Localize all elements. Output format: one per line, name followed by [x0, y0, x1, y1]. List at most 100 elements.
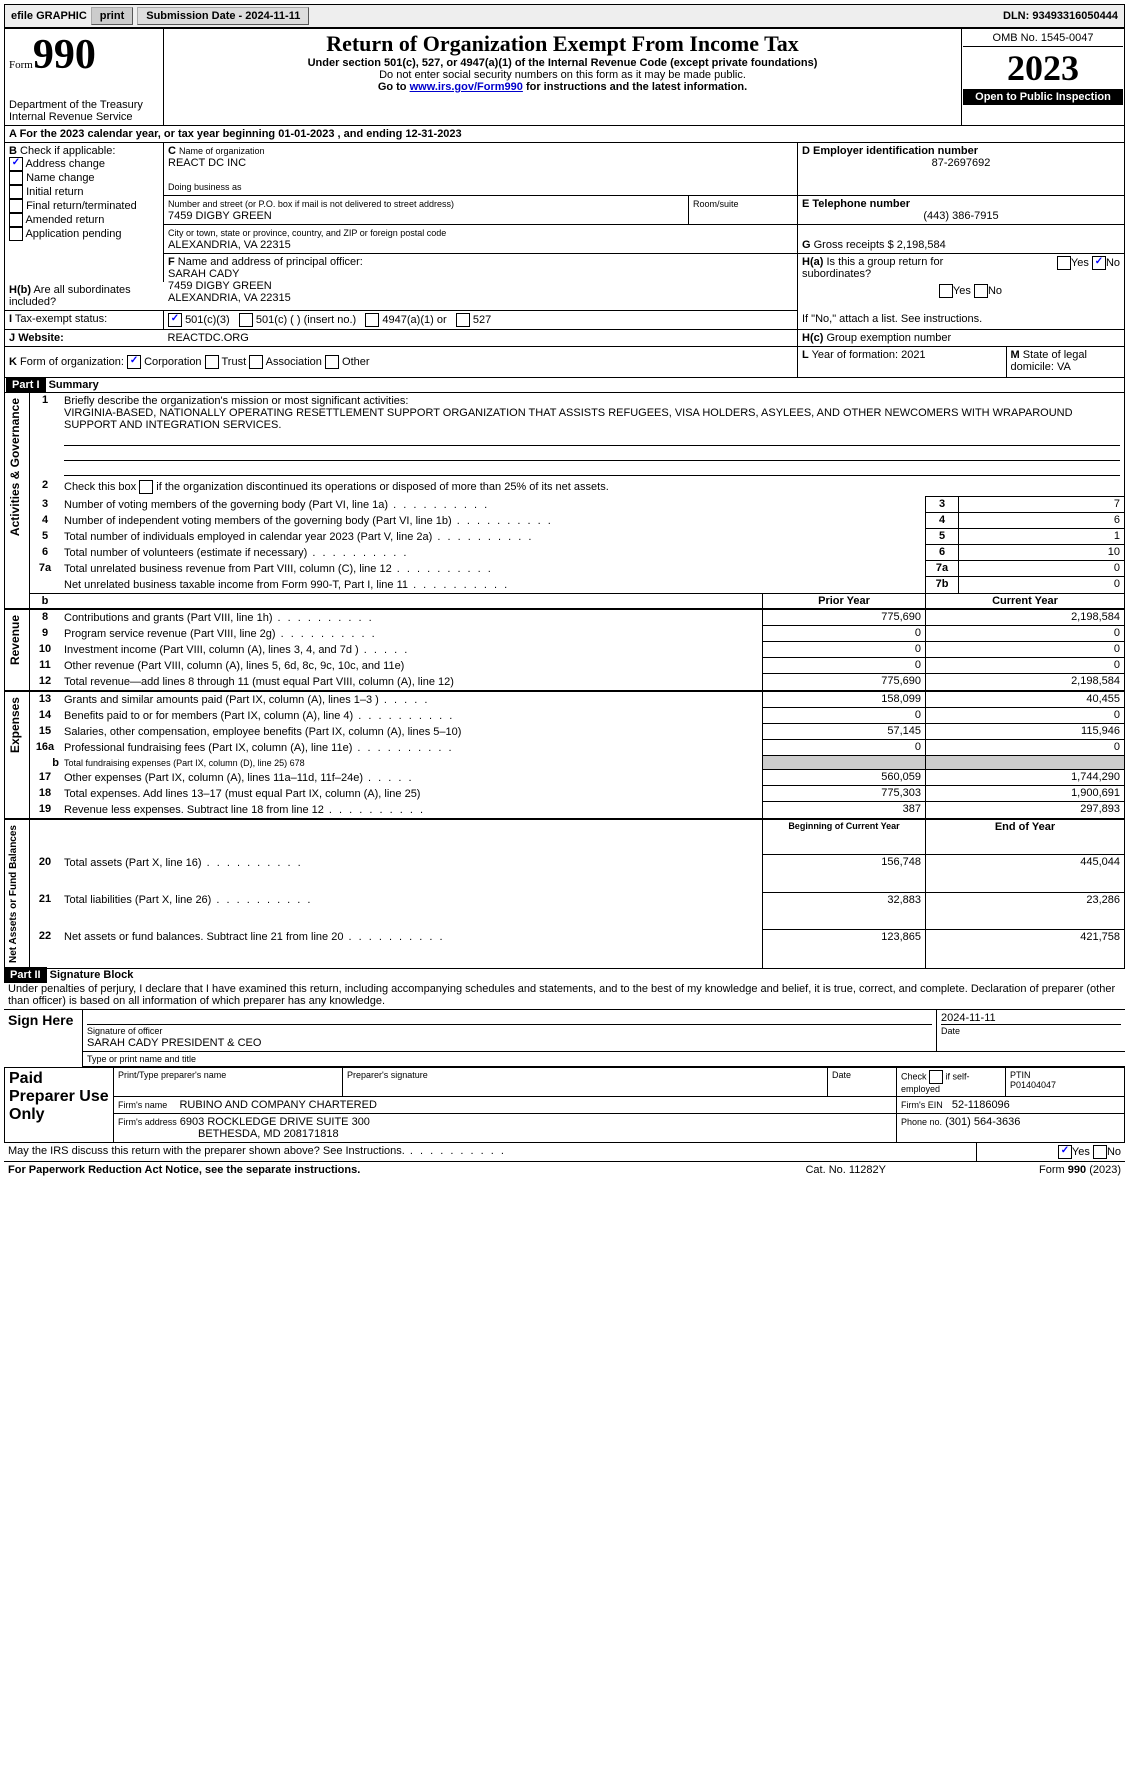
firm-name-label: Firm's name: [118, 1100, 167, 1110]
c-room-label: Room/suite: [693, 199, 739, 209]
chk-hb-yes[interactable]: [939, 284, 953, 298]
chk-ha-yes[interactable]: [1057, 256, 1071, 270]
firm-addr1: 6903 ROCKLEDGE DRIVE SUITE 300: [180, 1116, 370, 1128]
subtitle1: Under section 501(c), 527, or 4947(a)(1)…: [168, 57, 957, 69]
footer: For Paperwork Reduction Act Notice, see …: [4, 1162, 1125, 1178]
f-addr1: 7459 DIGBY GREEN: [168, 280, 272, 292]
sig-date-label: Date: [941, 1026, 960, 1036]
netassets-label: Net Assets or Fund Balances: [6, 821, 21, 967]
ha-no: No: [1106, 257, 1120, 269]
chk-name-change[interactable]: [9, 171, 23, 185]
chk-amended-return-label: Amended return: [25, 214, 104, 226]
hb-label: H(b): [9, 284, 31, 296]
chk-amended-return[interactable]: [9, 213, 23, 227]
chk-ha-no[interactable]: [1092, 256, 1106, 270]
firm-addr-label: Firm's address: [118, 1117, 177, 1127]
chk-initial-return-label: Initial return: [26, 186, 83, 198]
self-emp-label: Check: [901, 1071, 927, 1081]
a-mid: , and ending: [338, 128, 406, 140]
may-irs-row: May the IRS discuss this return with the…: [4, 1143, 1125, 1162]
m-label: M: [1011, 349, 1020, 361]
irs-link[interactable]: www.irs.gov/Form990: [410, 81, 523, 93]
ptin-val: P01404047: [1010, 1080, 1056, 1090]
hc-label: H(c): [802, 332, 823, 344]
chk-may-irs-yes[interactable]: [1058, 1145, 1072, 1159]
chk-hb-no[interactable]: [974, 284, 988, 298]
prep-sig-label: Preparer's signature: [343, 1067, 828, 1096]
k-trust: Trust: [221, 356, 246, 368]
line-b-label: b: [30, 756, 61, 770]
chk-application-pending[interactable]: [9, 227, 23, 241]
part2-header: Part II Signature Block: [4, 969, 1125, 981]
shade-curr: [926, 756, 1125, 770]
j-value: REACTDC.ORG: [168, 332, 249, 344]
chk-address-change[interactable]: [9, 157, 23, 171]
part1-table: Part I Summary Activities & Governance 1…: [4, 378, 1125, 969]
ha-text: Is this a group return for subordinates?: [802, 256, 943, 280]
chk-initial-return[interactable]: [9, 185, 23, 199]
i-501c: 501(c) ( ) (insert no.): [256, 314, 356, 326]
f-addr2: ALEXANDRIA, VA 22315: [168, 292, 291, 304]
i-text: Tax-exempt status:: [15, 313, 107, 325]
chk-other[interactable]: [325, 355, 339, 369]
c-city-label: City or town, state or province, country…: [168, 228, 446, 238]
type-label: Type or print name and title: [83, 1051, 1126, 1066]
chk-assoc[interactable]: [249, 355, 263, 369]
c-addr: 7459 DIGBY GREEN: [168, 210, 272, 222]
chk-line2[interactable]: [139, 480, 153, 494]
govern-row: Net unrelated business taxable income fr…: [5, 577, 1125, 594]
chk-final-return[interactable]: [9, 199, 23, 213]
begin-year-hdr: Beginning of Current Year: [763, 819, 926, 855]
ha-yes: Yes: [1071, 257, 1089, 269]
chk-trust[interactable]: [205, 355, 219, 369]
chk-501c3[interactable]: [168, 313, 182, 327]
k-text: Form of organization:: [20, 356, 124, 368]
firm-ein-label: Firm's EIN: [901, 1100, 943, 1110]
l-label: L: [802, 349, 809, 361]
hc-text: Group exemption number: [826, 332, 951, 344]
footer-right-form: 990: [1068, 1164, 1086, 1176]
chk-527[interactable]: [456, 313, 470, 327]
ha-label: H(a): [802, 256, 823, 268]
c-city: ALEXANDRIA, VA 22315: [168, 239, 291, 251]
footer-right-suffix: (2023): [1086, 1164, 1121, 1176]
uline3: [64, 461, 1120, 476]
chk-self-employed[interactable]: [929, 1070, 943, 1084]
prior-year-hdr: Prior Year: [763, 593, 926, 609]
k-assoc: Association: [266, 356, 322, 368]
part1-subtitle: Summary: [49, 379, 99, 391]
chk-application-pending-label: Application pending: [25, 228, 121, 240]
expenses-label: Expenses: [6, 693, 24, 757]
e-label: E Telephone number: [802, 198, 910, 210]
d-ein: 87-2697692: [802, 157, 1120, 169]
print-button[interactable]: print: [91, 7, 133, 25]
k-label: K: [9, 356, 17, 368]
c-addr-label: Number and street (or P.O. box if mail i…: [168, 199, 454, 209]
firm-phone: (301) 564-3636: [945, 1116, 1020, 1128]
l-value: 2021: [901, 349, 925, 361]
govern-row: 4Number of independent voting members of…: [5, 513, 1125, 529]
hb-yes: Yes: [953, 285, 971, 297]
part2-subtitle: Signature Block: [50, 969, 134, 981]
sig-date-val: 2024-11-11: [941, 1012, 1121, 1024]
firm-ein: 52-1186096: [952, 1099, 1010, 1111]
dln-label: DLN: 93493316050444: [999, 10, 1122, 22]
j-text: Website:: [18, 332, 64, 344]
line1-num: 1: [30, 393, 61, 479]
chk-may-irs-no[interactable]: [1093, 1145, 1107, 1159]
sign-here-label: Sign Here: [4, 1010, 83, 1067]
open-public: Open to Public Inspection: [963, 89, 1123, 105]
j-label: J: [9, 332, 15, 344]
chk-501c[interactable]: [239, 313, 253, 327]
chk-corp[interactable]: [127, 355, 141, 369]
part2-title: Part II: [4, 967, 47, 983]
govern-label: Activities & Governance: [6, 394, 24, 540]
i-527: 527: [473, 314, 491, 326]
f-label: F: [168, 256, 175, 268]
sig-officer: SARAH CADY PRESIDENT & CEO: [87, 1037, 261, 1049]
section-a-table: A For the 2023 calendar year, or tax yea…: [4, 126, 1125, 378]
chk-4947[interactable]: [365, 313, 379, 327]
tax-year: 2023: [963, 47, 1123, 89]
goto-suffix: for instructions and the latest informat…: [523, 81, 747, 93]
current-year-hdr: Current Year: [926, 593, 1125, 609]
